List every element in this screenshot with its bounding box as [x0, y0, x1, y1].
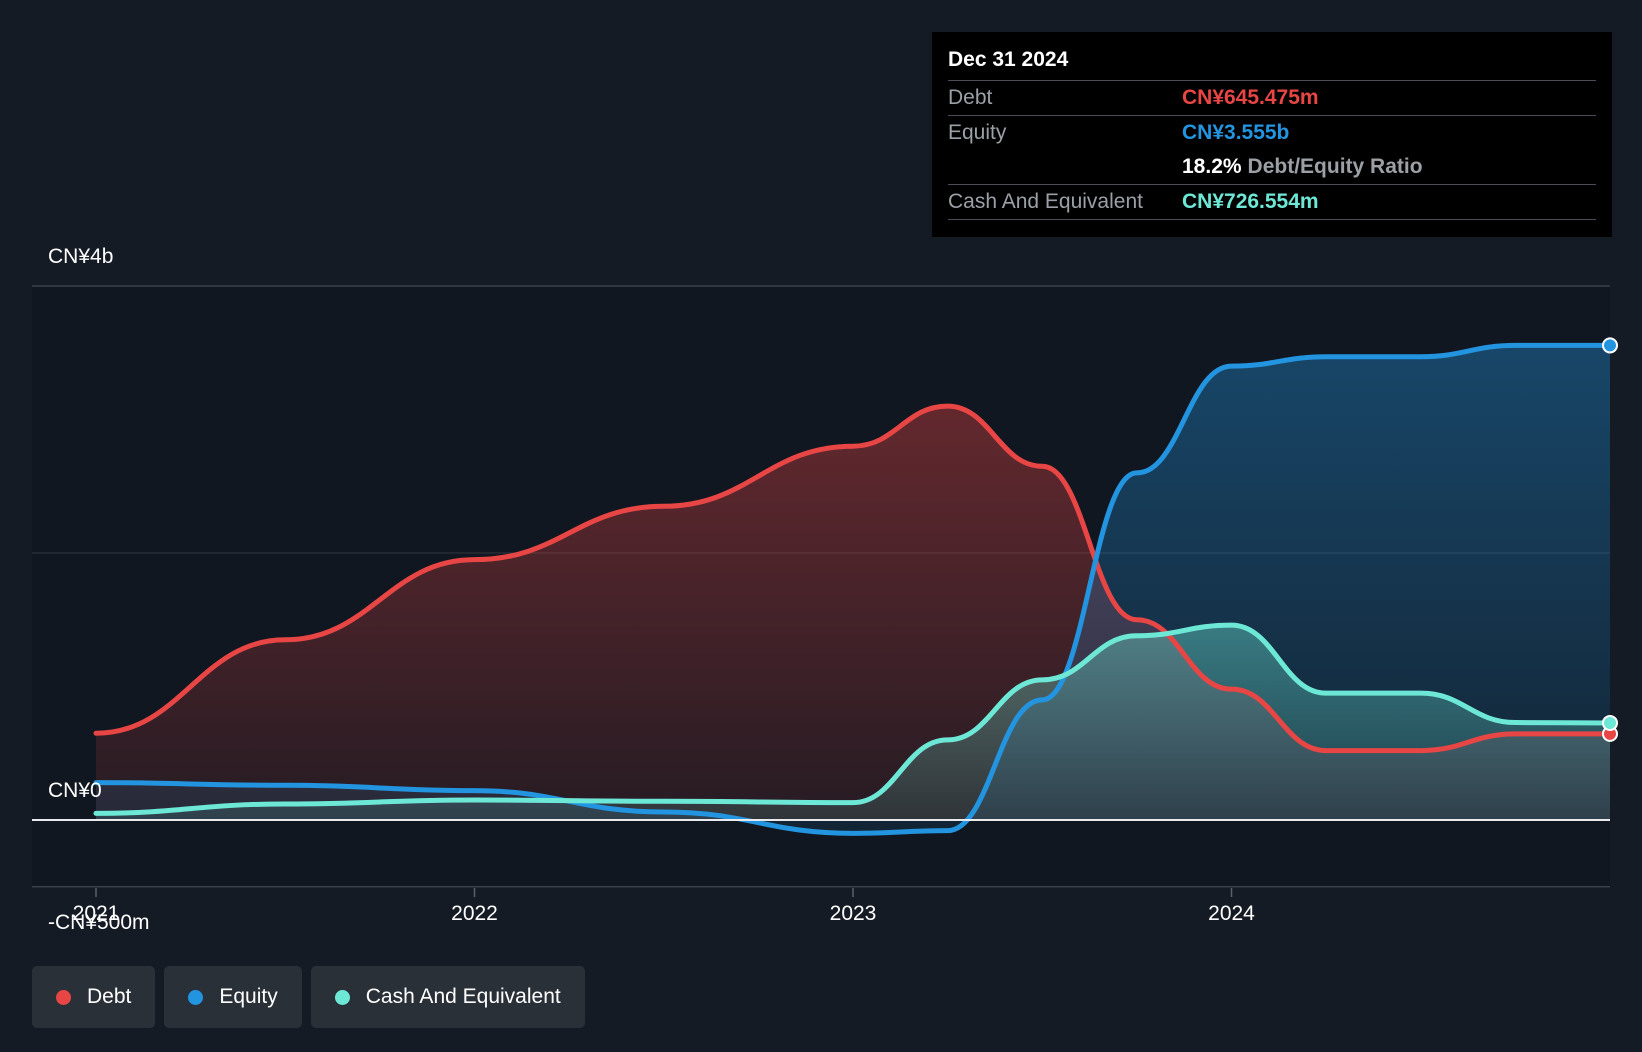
y-tick-label: -CN¥500m	[48, 911, 150, 934]
cash-and-equivalent-line	[93, 622, 1613, 816]
tooltip-cash-value: CN¥726.554m	[1182, 190, 1319, 213]
x-tick-label: 2021	[73, 902, 120, 925]
x-tick-label: 2024	[1208, 902, 1255, 925]
x-tick-label: 2022	[451, 902, 498, 925]
cash-and-equivalent-area	[96, 625, 1610, 820]
legend-item-debt[interactable]: Debt	[32, 966, 156, 1028]
tooltip-ratio-row: 18.2% Debt/Equity Ratio	[948, 150, 1596, 184]
legend-equity-label: Equity	[219, 985, 278, 1008]
equity-line	[93, 342, 1613, 836]
debt-line	[93, 403, 1613, 754]
chart-legend: Debt Equity Cash And Equivalent	[32, 966, 585, 1028]
legend-item-equity[interactable]: Equity	[164, 966, 302, 1028]
tooltip-equity-value: CN¥3.555b	[1182, 121, 1290, 144]
tooltip-debt-label: Debt	[948, 86, 993, 109]
legend-debt-dot-icon	[56, 989, 71, 1005]
equity-end-marker	[1602, 337, 1618, 354]
tooltip-equity-row: Equity CN¥3.555b	[948, 115, 1596, 150]
legend-cash-dot-icon	[334, 989, 350, 1005]
legend-cash-label: Cash And Equivalent	[365, 985, 561, 1008]
tooltip-date: Dec 31 2024	[948, 48, 1069, 71]
tooltip-panel: Dec 31 2024 Debt CN¥645.475m Equity CN¥3…	[932, 32, 1612, 237]
y-tick-label: CN¥4b	[48, 245, 113, 268]
y-tick-label: CN¥0	[48, 779, 102, 802]
tooltip-debt-value: CN¥645.475m	[1182, 86, 1319, 109]
tooltip-ratio-value: 18.2%	[1182, 155, 1242, 178]
tooltip-cash-row: Cash And Equivalent CN¥726.554m	[948, 184, 1596, 220]
tooltip-equity-label: Equity	[948, 121, 1007, 144]
tooltip-cash-label: Cash And Equivalent	[948, 190, 1143, 213]
tooltip-debt-row: Debt CN¥645.475m	[948, 80, 1596, 115]
tooltip-ratio-label: Debt/Equity Ratio	[1247, 155, 1423, 178]
legend-equity-dot-icon	[188, 989, 204, 1005]
legend-debt-label: Debt	[87, 985, 132, 1008]
cash-and-equivalent-end-marker	[1602, 714, 1618, 731]
legend-item-cash[interactable]: Cash And Equivalent	[310, 966, 585, 1028]
x-tick-label: 2023	[830, 902, 877, 925]
